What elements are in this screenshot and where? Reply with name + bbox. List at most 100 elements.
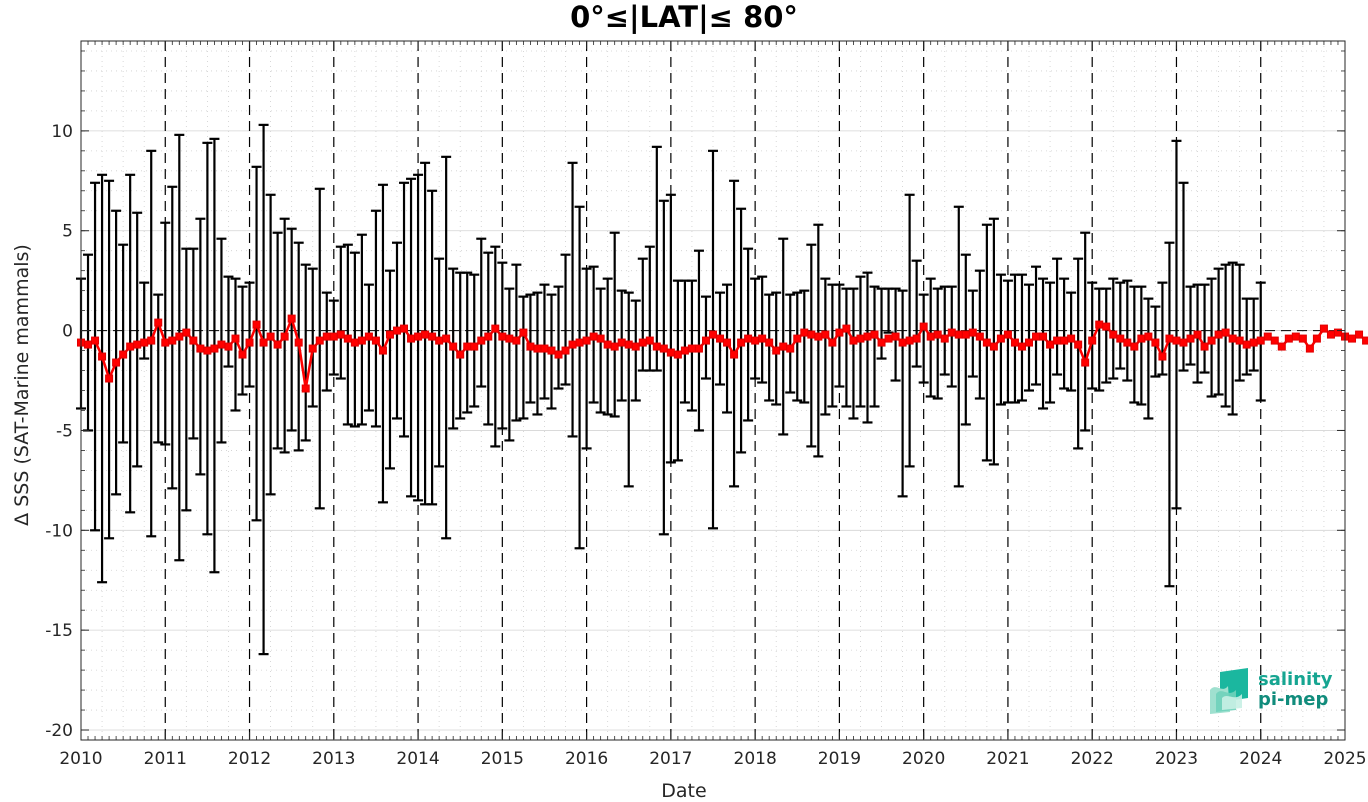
mean-marker	[667, 349, 674, 356]
mean-marker	[1040, 333, 1047, 340]
mean-marker	[253, 321, 260, 328]
mean-marker	[197, 345, 204, 352]
mean-marker	[1075, 341, 1082, 348]
mean-marker	[85, 341, 92, 348]
mean-marker	[1131, 343, 1138, 350]
x-tick-label: 2014	[396, 749, 439, 769]
mean-marker	[239, 351, 246, 358]
mean-marker	[330, 333, 337, 340]
mean-marker	[134, 341, 141, 348]
mean-marker	[351, 339, 358, 346]
mean-marker	[1068, 335, 1075, 342]
chart-title: 0°≤|LAT|≤ 80°	[0, 0, 1368, 34]
mean-marker	[843, 325, 850, 332]
mean-marker	[731, 351, 738, 358]
x-tick-label: 2011	[144, 749, 187, 769]
y-tick-label: -20	[45, 721, 73, 741]
mean-marker	[1187, 335, 1194, 342]
mean-marker	[232, 335, 239, 342]
mean-marker	[422, 331, 429, 338]
x-tick-label: 2012	[228, 749, 271, 769]
mean-marker	[401, 325, 408, 332]
mean-marker	[548, 347, 555, 354]
y-tick-label: 5	[62, 222, 73, 242]
mean-marker	[1152, 339, 1159, 346]
mean-marker	[892, 333, 899, 340]
mean-marker	[415, 333, 422, 340]
mean-marker	[646, 337, 653, 344]
mean-marker	[738, 339, 745, 346]
mean-marker	[702, 337, 709, 344]
mean-marker	[1250, 339, 1257, 346]
y-tick-label: 10	[51, 122, 73, 142]
mean-marker	[358, 337, 365, 344]
mean-marker	[379, 347, 386, 354]
mean-marker	[260, 339, 267, 346]
mean-marker	[829, 339, 836, 346]
mean-marker	[1292, 333, 1299, 340]
mean-marker	[211, 345, 218, 352]
mean-marker	[906, 337, 913, 344]
mean-marker	[471, 343, 478, 350]
mean-marker	[478, 337, 485, 344]
mean-marker	[450, 343, 457, 350]
mean-marker	[218, 341, 225, 348]
mean-marker	[344, 335, 351, 342]
mean-marker	[639, 339, 646, 346]
mean-marker	[590, 333, 597, 340]
x-tick-label: 2024	[1239, 749, 1282, 769]
mean-marker	[155, 319, 162, 326]
logo-line-2: pi-mep	[1258, 690, 1328, 710]
mean-marker	[1264, 333, 1271, 340]
mean-marker	[976, 333, 983, 340]
mean-marker	[457, 351, 464, 358]
mean-marker	[295, 339, 302, 346]
mean-marker	[394, 327, 401, 334]
mean-marker	[632, 343, 639, 350]
mean-marker	[281, 333, 288, 340]
mean-marker	[1278, 343, 1285, 350]
mean-marker	[1124, 339, 1131, 346]
mean-marker	[302, 385, 309, 392]
mean-marker	[225, 343, 232, 350]
x-tick-label: 2015	[481, 749, 524, 769]
mean-marker	[1349, 335, 1356, 342]
mean-marker	[1299, 335, 1306, 342]
mean-marker	[583, 337, 590, 344]
mean-marker	[1054, 337, 1061, 344]
mean-marker	[1363, 337, 1368, 344]
mean-marker	[674, 351, 681, 358]
mean-marker	[688, 345, 695, 352]
mean-marker	[499, 333, 506, 340]
mean-series-line	[81, 319, 1368, 389]
mean-marker	[169, 337, 176, 344]
mean-marker	[92, 337, 99, 344]
mean-marker	[766, 339, 773, 346]
mean-marker	[506, 335, 513, 342]
mean-marker	[246, 339, 253, 346]
mean-marker	[562, 347, 569, 354]
mean-marker	[1166, 335, 1173, 342]
mean-marker	[1222, 329, 1229, 336]
mean-marker	[120, 351, 127, 358]
mean-marker	[1110, 331, 1117, 338]
mean-marker	[885, 335, 892, 342]
mean-marker	[274, 341, 281, 348]
y-tick-label: -15	[45, 621, 73, 641]
mean-marker	[176, 333, 183, 340]
mean-marker	[857, 335, 864, 342]
mean-marker	[1033, 333, 1040, 340]
mean-marker	[141, 339, 148, 346]
mean-marker	[597, 335, 604, 342]
mean-marker	[934, 331, 941, 338]
mean-marker	[941, 335, 948, 342]
mean-marker	[955, 331, 962, 338]
mean-marker	[660, 345, 667, 352]
mean-marker	[983, 339, 990, 346]
mean-marker	[1047, 341, 1054, 348]
mean-marker	[464, 343, 471, 350]
mean-marker	[1356, 331, 1363, 338]
mean-marker	[127, 343, 134, 350]
mean-marker	[1306, 345, 1313, 352]
